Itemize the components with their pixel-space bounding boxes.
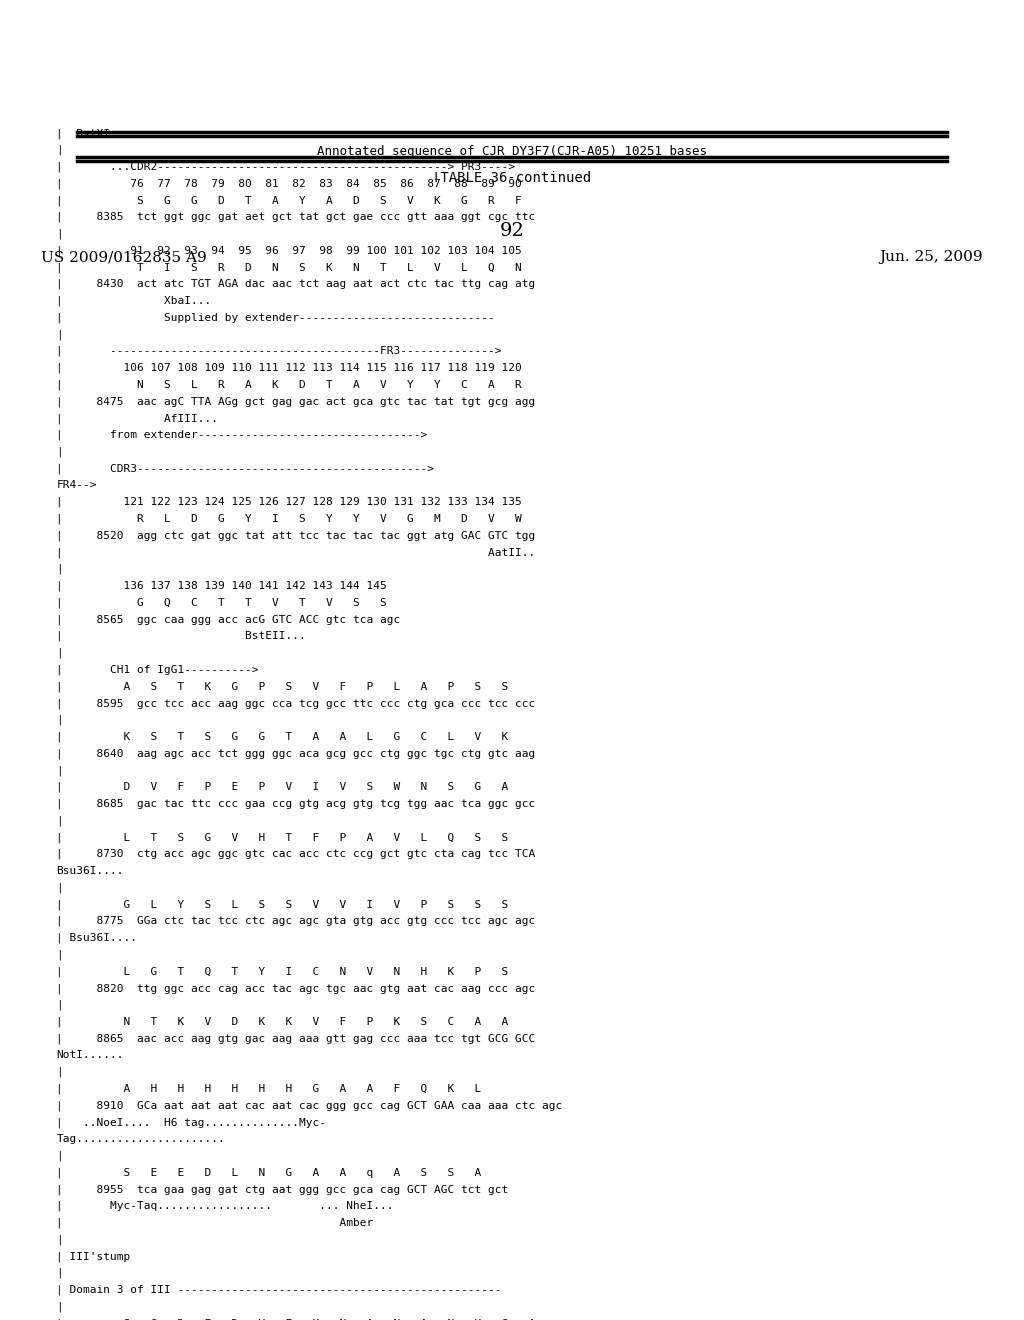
Text: Jun. 25, 2009: Jun. 25, 2009 (880, 251, 983, 264)
Text: |: | (56, 648, 63, 659)
Text: |     8595  gcc tcc acc aag ggc cca tcg gcc ttc ccc ctg gca ccc tcc ccc: | 8595 gcc tcc acc aag ggc cca tcg gcc t… (56, 698, 536, 709)
Text: |: | (56, 999, 63, 1010)
Text: |               Supplied by extender-----------------------------: | Supplied by extender------------------… (56, 313, 495, 323)
Text: |         G   L   Y   S   L   S   S   V   V   I   V   P   S   S   S: | G L Y S L S S V V I V P S S S (56, 899, 509, 909)
Text: |: | (56, 446, 63, 457)
Text: |     8820  ttg ggc acc cag acc tac agc tgc aac gtg aat cac aag ccc agc: | 8820 ttg ggc acc cag acc tac agc tgc a… (56, 983, 536, 994)
Text: |           S   G   G   D   T   A   Y   A   D   S   V   K   G   R   F: | S G G D T A Y A D S V K G R F (56, 195, 522, 206)
Text: |       CH1 of IgG1---------->: | CH1 of IgG1----------> (56, 664, 259, 675)
Text: |         106 107 108 109 110 111 112 113 114 115 116 117 118 119 120: | 106 107 108 109 110 111 112 113 114 11… (56, 363, 522, 374)
Text: |     8910  GCa aat aat aat cac aat cac ggg gcc cag GCT GAA caa aaa ctc agc: | 8910 GCa aat aat aat cac aat cac ggg g… (56, 1101, 562, 1111)
Text: |         N   T   K   V   D   K   K   V   F   P   K   S   C   A   A: | N T K V D K K V F P K S C A A (56, 1016, 509, 1027)
Text: |     8685  gac tac ttc ccc gaa ccg gtg acg gtg tcg tgg aac tca ggc gcc: | 8685 gac tac ttc ccc gaa ccg gtg acg g… (56, 799, 536, 809)
Text: |         136 137 138 139 140 141 142 143 144 145: | 136 137 138 139 140 141 142 143 144 14… (56, 581, 387, 591)
Text: |     8520  agg ctc gat ggc tat att tcc tac tac tac ggt atg GAC GTC tgg: | 8520 agg ctc gat ggc tat att tcc tac t… (56, 531, 536, 541)
Text: |     8430  act atc TGT AGA dac aac tct aag aat act ctc tac ttg cag atg: | 8430 act atc TGT AGA dac aac tct aag a… (56, 279, 536, 289)
Text: NotI......: NotI...... (56, 1051, 124, 1060)
Text: FR4-->: FR4--> (56, 480, 97, 490)
Text: |     8565  ggc caa ggg acc acG GTC ACC gtc tca agc: | 8565 ggc caa ggg acc acG GTC ACC gtc t… (56, 614, 400, 624)
Text: |         121 122 123 124 125 126 127 128 129 130 131 132 133 134 135: | 121 122 123 124 125 126 127 128 129 13… (56, 496, 522, 507)
Text: |: | (56, 564, 63, 574)
Text: |           G   Q   C   T   T   V   T   V   S   S: | G Q C T T V T V S S (56, 598, 387, 609)
Text: |         S   G   D   F   D   Y   E   K   N   A   N   A   N   K   G   A: | S G D F D Y E K N A N A N K G A (56, 1319, 536, 1320)
Text: |     8475  aac agC TTA AGg gct gag gac act gca gtc tac tat tgt gcg agg: | 8475 aac agC TTA AGg gct gag gac act g… (56, 396, 536, 407)
Text: | Bsu36I....: | Bsu36I.... (56, 933, 137, 944)
Text: |         D   V   F   P   E   P   V   I   V   S   W   N   S   G   A: | D V F P E P V I V S W N S G A (56, 781, 509, 792)
Text: |: | (56, 816, 63, 826)
Text: |     8865  aac acc aag gtg gac aag aaa gtt gag ccc aaa tcc tgt GCG GCC: | 8865 aac acc aag gtg gac aag aaa gtt g… (56, 1034, 536, 1044)
Text: US 2009/0162835 A9: US 2009/0162835 A9 (41, 251, 207, 264)
Text: |           R   L   D   G   Y   I   S   Y   Y   V   G   M   D   V   W: | R L D G Y I S Y Y V G M D V W (56, 513, 522, 524)
Text: |: | (56, 1151, 63, 1162)
Text: |: | (56, 949, 63, 960)
Text: |                           BstEII...: | BstEII... (56, 631, 306, 642)
Text: !TABLE 36-continued: !TABLE 36-continued (432, 172, 592, 185)
Text: |         K   S   T   S   G   G   T   A   A   L   G   C   L   V   K: | K S T S G G T A A L G C L V K (56, 731, 509, 742)
Text: |     8775  GGa ctc tac tcc ctc agc agc gta gtg acc gtg ccc tcc agc agc: | 8775 GGa ctc tac tcc ctc agc agc gta g… (56, 916, 536, 927)
Text: |         S   E   E   D   L   N   G   A   A   q   A   S   S   A: | S E E D L N G A A q A S S A (56, 1167, 481, 1177)
Text: |: | (56, 145, 63, 156)
Text: |     8640  aag agc acc tct ggg ggc aca gcg gcc ctg ggc tgc ctg gtc aag: | 8640 aag agc acc tct ggg ggc aca gcg g… (56, 748, 536, 759)
Text: |         A   S   T   K   G   P   S   V   F   P   L   A   P   S   S: | A S T K G P S V F P L A P S S (56, 681, 509, 692)
Text: |   ..NoeI....  H6 tag..............Myc-: | ..NoeI.... H6 tag..............Myc- (56, 1117, 327, 1127)
Text: |     8730  ctg acc agc ggc gtc cac acc ctc ccg gct gtc cta cag tcc TCA: | 8730 ctg acc agc ggc gtc cac acc ctc c… (56, 849, 536, 859)
Text: |         L   G   T   Q   T   Y   I   C   N   V   N   H   K   P   S: | L G T Q T Y I C N V N H K P S (56, 966, 509, 977)
Text: |: | (56, 1067, 63, 1077)
Text: |: | (56, 329, 63, 339)
Text: |         A   H   H   H   H   H   H   G   A   A   F   Q   K   L: | A H H H H H H G A A F Q K L (56, 1084, 481, 1094)
Text: | Domain 3 of III ------------------------------------------------: | Domain 3 of III ----------------------… (56, 1284, 502, 1295)
Text: |     8385  tct ggt ggc gat aet gct tat gct gae ccc gtt aaa ggt cgc ttc: | 8385 tct ggt ggc gat aet gct tat gct g… (56, 211, 536, 222)
Text: Bsu36I....: Bsu36I.... (56, 866, 124, 875)
Text: |          76  77  78  79  80  81  82  83  84  85  86  87  88  89  90: | 76 77 78 79 80 81 82 83 84 85 86 87 88… (56, 178, 522, 189)
Text: |         L   T   S   G   V   H   T   F   P   A   V   L   Q   S   S: | L T S G V H T F P A V L Q S S (56, 832, 509, 842)
Text: Annotated sequence of CJR DY3F7(CJR-A05) 10251 bases: Annotated sequence of CJR DY3F7(CJR-A05)… (317, 145, 707, 158)
Text: |                                         Amber: | Amber (56, 1217, 374, 1228)
Text: |       from extender--------------------------------->: | from extender-------------------------… (56, 430, 428, 441)
Text: |  BstXI.................: | BstXI................. (56, 128, 225, 139)
Text: |: | (56, 882, 63, 892)
Text: |       ----------------------------------------FR3-------------->: | --------------------------------------… (56, 346, 502, 356)
Text: |               XbaI...: | XbaI... (56, 296, 212, 306)
Text: |: | (56, 1302, 63, 1312)
Text: Tag......................: Tag...................... (56, 1134, 225, 1144)
Text: |               AfIII...: | AfIII... (56, 413, 218, 424)
Text: |: | (56, 715, 63, 725)
Text: |: | (56, 1234, 63, 1245)
Text: |           T   I   S   R   D   N   S   K   N   T   L   V   L   Q   N: | T I S R D N S K N T L V L Q N (56, 263, 522, 273)
Text: |     8955  tca gaa gag gat ctg aat ggg gcc gca cag GCT AGC tct gct: | 8955 tca gaa gag gat ctg aat ggg gcc g… (56, 1184, 509, 1195)
Text: |: | (56, 1269, 63, 1279)
Text: |: | (56, 228, 63, 239)
Text: |       ...CDR2-------------------------------------------> PR3---->: | ...CDR2-------------------------------… (56, 161, 515, 172)
Text: | III'stump: | III'stump (56, 1251, 131, 1262)
Text: |                                                               AatII..: | AatII.. (56, 546, 536, 557)
Text: |: | (56, 766, 63, 776)
Text: |          91  92  93  94  95  96  97  98  99 100 101 102 103 104 105: | 91 92 93 94 95 96 97 98 99 100 101 102… (56, 246, 522, 256)
Text: |       Myc-Taq.................       ... NheI...: | Myc-Taq................. ... NheI... (56, 1201, 394, 1212)
Text: 92: 92 (500, 222, 524, 240)
Text: |           N   S   L   R   A   K   D   T   A   V   Y   Y   C   A   R: | N S L R A K D T A V Y Y C A R (56, 380, 522, 389)
Text: |       CDR3------------------------------------------->: | CDR3----------------------------------… (56, 463, 434, 474)
